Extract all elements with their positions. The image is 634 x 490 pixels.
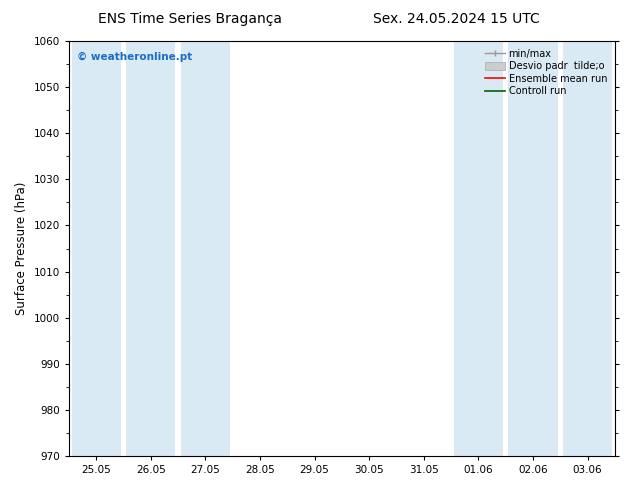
Text: © weatheronline.pt: © weatheronline.pt <box>77 51 192 62</box>
Bar <box>72 41 120 456</box>
Y-axis label: Surface Pressure (hPa): Surface Pressure (hPa) <box>15 182 28 315</box>
Bar <box>181 41 230 456</box>
Bar <box>508 41 557 456</box>
Text: Sex. 24.05.2024 15 UTC: Sex. 24.05.2024 15 UTC <box>373 12 540 26</box>
Legend: min/max, Desvio padr  tilde;o, Ensemble mean run, Controll run: min/max, Desvio padr tilde;o, Ensemble m… <box>482 46 610 99</box>
Bar <box>563 41 612 456</box>
Bar <box>454 41 503 456</box>
Bar <box>126 41 176 456</box>
Text: ENS Time Series Bragança: ENS Time Series Bragança <box>98 12 282 26</box>
